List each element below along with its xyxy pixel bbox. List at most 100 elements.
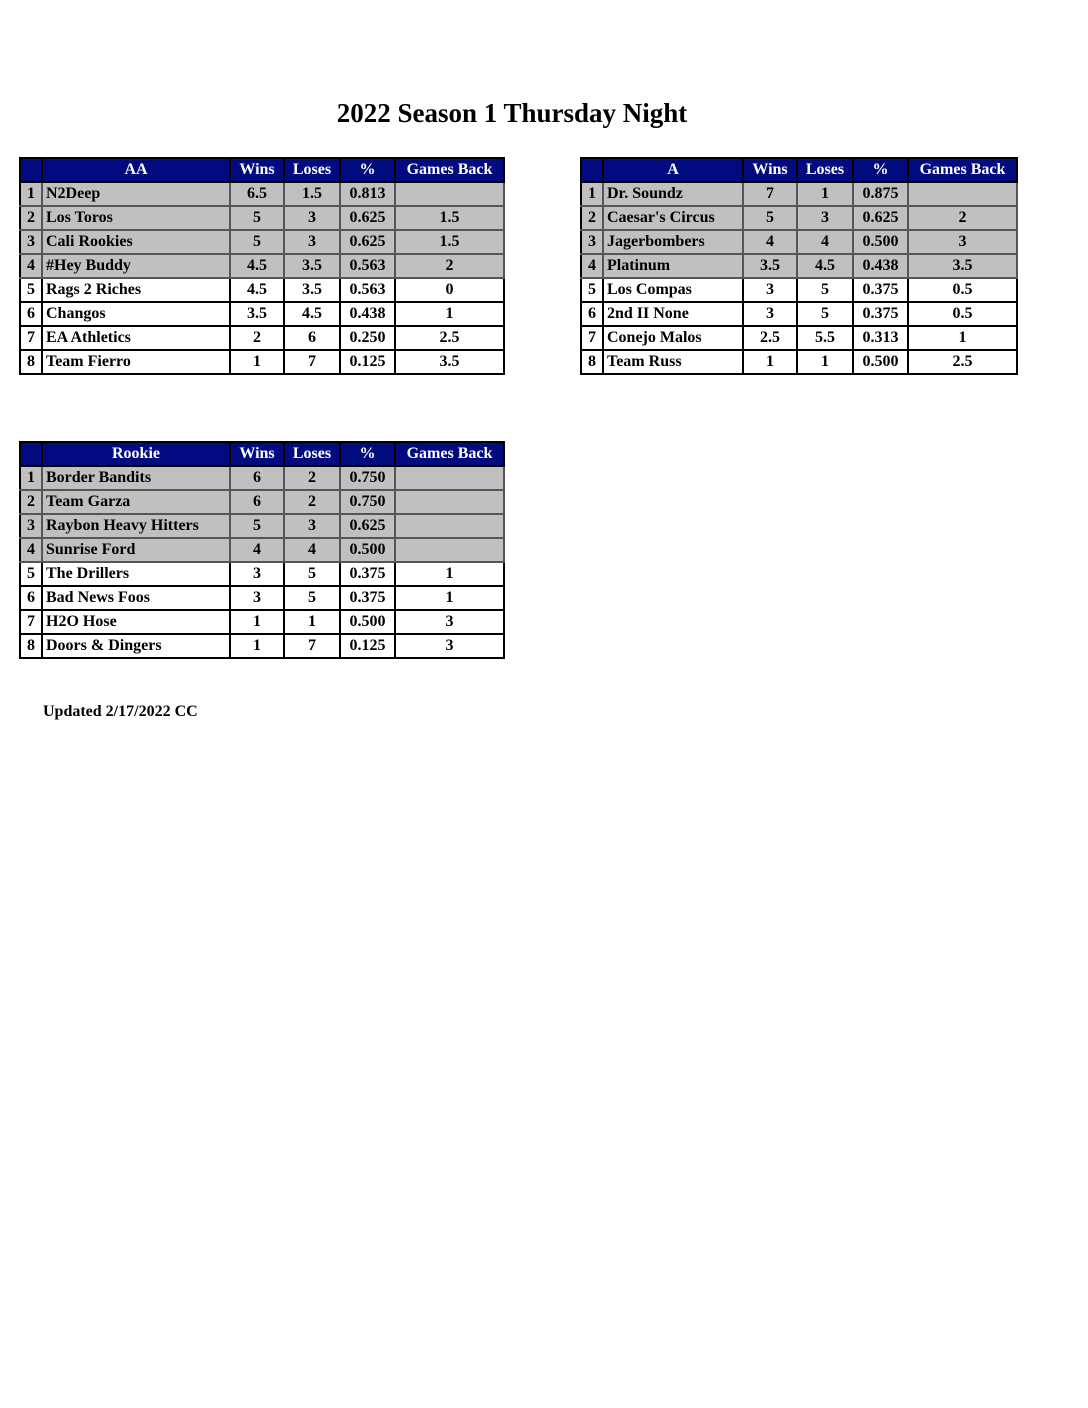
rank-cell: 8 bbox=[580, 349, 604, 375]
wins-cell: 2.5 bbox=[742, 325, 798, 351]
rank-cell: 3 bbox=[580, 229, 604, 255]
games-back-cell: 3 bbox=[907, 229, 1018, 255]
loses-cell: 1 bbox=[283, 609, 341, 635]
pct-cell: 0.625 bbox=[339, 205, 396, 231]
loses-cell: 6 bbox=[283, 325, 341, 351]
rank-cell: 4 bbox=[19, 253, 43, 279]
table-row: 2 Los Toros 5 3 0.625 1.5 bbox=[19, 205, 505, 231]
column-header: % bbox=[339, 157, 396, 183]
rank-cell: 7 bbox=[580, 325, 604, 351]
rank-cell: 5 bbox=[19, 277, 43, 303]
team-name-cell: Dr. Soundz bbox=[602, 181, 744, 207]
loses-cell: 5 bbox=[283, 561, 341, 587]
team-name-cell: Raybon Heavy Hitters bbox=[41, 513, 231, 539]
rank-cell: 3 bbox=[19, 513, 43, 539]
table-row: 8 Doors & Dingers 1 7 0.125 3 bbox=[19, 633, 505, 659]
table-row: 8 Team Fierro 1 7 0.125 3.5 bbox=[19, 349, 505, 375]
pct-cell: 0.313 bbox=[852, 325, 909, 351]
table-row: 6 Bad News Foos 3 5 0.375 1 bbox=[19, 585, 505, 611]
team-name-cell: Caesar's Circus bbox=[602, 205, 744, 231]
loses-cell: 5 bbox=[796, 301, 854, 327]
wins-cell: 1 bbox=[742, 349, 798, 375]
wins-cell: 3.5 bbox=[742, 253, 798, 279]
loses-cell: 2 bbox=[283, 489, 341, 515]
pct-cell: 0.125 bbox=[339, 633, 396, 659]
pct-cell: 0.125 bbox=[339, 349, 396, 375]
games-back-cell: 3 bbox=[394, 633, 505, 659]
wins-cell: 5 bbox=[229, 229, 285, 255]
table-row: 1 Border Bandits 6 2 0.750 bbox=[19, 465, 505, 491]
games-back-cell: 0 bbox=[394, 277, 505, 303]
wins-cell: 6 bbox=[229, 489, 285, 515]
games-back-cell: 1 bbox=[907, 325, 1018, 351]
pct-cell: 0.875 bbox=[852, 181, 909, 207]
header-row: AA Wins Loses% Games Back bbox=[19, 157, 505, 183]
wins-cell: 2 bbox=[229, 325, 285, 351]
table-row: 4 Platinum 3.5 4.5 0.438 3.5 bbox=[580, 253, 1018, 279]
table-row: 3 Cali Rookies 5 3 0.625 1.5 bbox=[19, 229, 505, 255]
rank-header bbox=[580, 157, 604, 183]
team-name-cell: The Drillers bbox=[41, 561, 231, 587]
team-name-cell: Changos bbox=[41, 301, 231, 327]
rank-header bbox=[19, 441, 43, 467]
wins-cell: 4.5 bbox=[229, 253, 285, 279]
loses-cell: 1 bbox=[796, 349, 854, 375]
table-row: 8 Team Russ 1 1 0.500 2.5 bbox=[580, 349, 1018, 375]
table-row: 7 H2O Hose 1 1 0.500 3 bbox=[19, 609, 505, 635]
loses-cell: 2 bbox=[283, 465, 341, 491]
pct-cell: 0.750 bbox=[339, 489, 396, 515]
rank-cell: 7 bbox=[19, 325, 43, 351]
rank-cell: 6 bbox=[19, 585, 43, 611]
loses-cell: 1.5 bbox=[283, 181, 341, 207]
loses-cell: 3.5 bbox=[283, 253, 341, 279]
pct-cell: 0.375 bbox=[339, 585, 396, 611]
team-name-cell: H2O Hose bbox=[41, 609, 231, 635]
pct-cell: 0.438 bbox=[852, 253, 909, 279]
wins-cell: 1 bbox=[229, 609, 285, 635]
standings-table-rookie: Rookie Wins Loses% Games Back 1 Border Bandit… bbox=[19, 441, 505, 659]
games-back-cell: 2.5 bbox=[394, 325, 505, 351]
team-name-cell: N2Deep bbox=[41, 181, 231, 207]
rank-cell: 2 bbox=[19, 489, 43, 515]
games-back-cell: 1.5 bbox=[394, 205, 505, 231]
games-back-cell: 3 bbox=[394, 609, 505, 635]
column-header: Wins bbox=[229, 157, 285, 183]
page-title: 2022 Season 1 Thursday Night bbox=[336, 98, 688, 128]
table-row: 5 The Drillers 3 5 0.375 1 bbox=[19, 561, 505, 587]
rank-cell: 7 bbox=[19, 609, 43, 635]
column-header: Games Back bbox=[907, 157, 1018, 183]
wins-cell: 3 bbox=[742, 277, 798, 303]
wins-cell: 4 bbox=[229, 537, 285, 563]
column-header: Loses bbox=[283, 441, 341, 467]
pct-cell: 0.625 bbox=[852, 205, 909, 231]
rank-cell: 2 bbox=[580, 205, 604, 231]
column-header: Games Back bbox=[394, 441, 505, 467]
rank-cell: 4 bbox=[580, 253, 604, 279]
pct-cell: 0.250 bbox=[339, 325, 396, 351]
loses-cell: 7 bbox=[283, 633, 341, 659]
loses-cell: 3 bbox=[283, 205, 341, 231]
wins-cell: 5 bbox=[229, 513, 285, 539]
wins-cell: 5 bbox=[229, 205, 285, 231]
rank-cell: 8 bbox=[19, 349, 43, 375]
table-row: 7 Conejo Malos 2.5 5.5 0.313 1 bbox=[580, 325, 1018, 351]
column-header: Loses bbox=[283, 157, 341, 183]
wins-cell: 6.5 bbox=[229, 181, 285, 207]
updated-note: Updated 2/17/2022 CC bbox=[43, 703, 198, 720]
team-name-cell: Team Fierro bbox=[41, 349, 231, 375]
games-back-cell bbox=[394, 489, 505, 515]
column-header: Loses bbox=[796, 157, 854, 183]
table-row: 3 Raybon Heavy Hitters 5 3 0.625 bbox=[19, 513, 505, 539]
games-back-cell bbox=[394, 513, 505, 539]
games-back-cell: 2 bbox=[394, 253, 505, 279]
team-name-cell: Bad News Foos bbox=[41, 585, 231, 611]
column-header: % bbox=[852, 157, 909, 183]
table-row: 4 #Hey Buddy 4.5 3.5 0.563 2 bbox=[19, 253, 505, 279]
division-header: Rookie bbox=[41, 441, 231, 467]
loses-cell: 3 bbox=[796, 205, 854, 231]
pct-cell: 0.563 bbox=[339, 253, 396, 279]
team-name-cell: Team Garza bbox=[41, 489, 231, 515]
pct-cell: 0.500 bbox=[852, 349, 909, 375]
pct-cell: 0.625 bbox=[339, 513, 396, 539]
games-back-cell: 2.5 bbox=[907, 349, 1018, 375]
